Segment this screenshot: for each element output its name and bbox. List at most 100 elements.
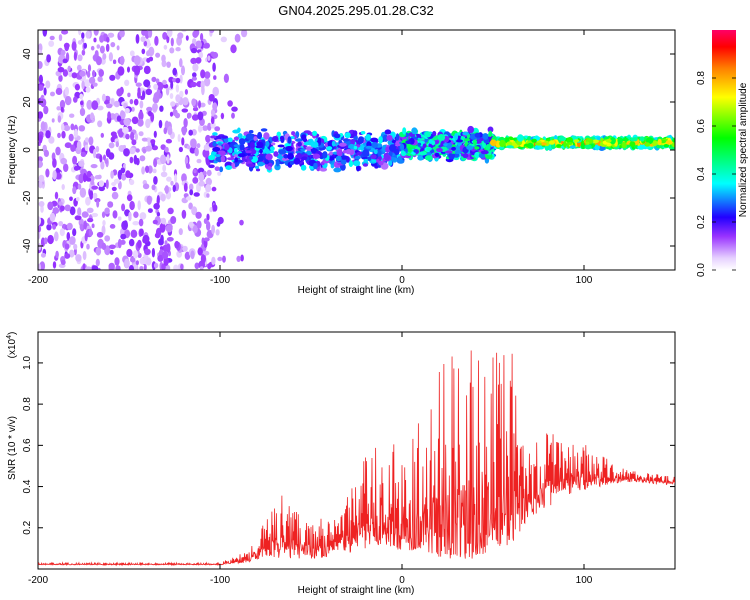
heatmap-cell bbox=[83, 42, 88, 49]
heatmap-cell bbox=[214, 154, 221, 158]
heatmap-cell bbox=[173, 264, 179, 270]
heatmap-cell bbox=[287, 136, 292, 144]
heatmap-cell bbox=[335, 155, 342, 162]
heatmap-cell bbox=[139, 266, 144, 270]
heatmap-cell bbox=[354, 155, 361, 160]
heatmap-cell bbox=[110, 131, 117, 137]
heatmap-cell bbox=[161, 54, 166, 63]
heatmap-cell bbox=[596, 136, 601, 141]
heatmap-cell bbox=[109, 224, 116, 229]
heatmap-cell bbox=[62, 163, 69, 172]
heatmap-cell bbox=[47, 201, 54, 211]
heatmap-cell bbox=[234, 157, 239, 163]
heatmap-cell bbox=[226, 157, 235, 161]
heatmap-cell bbox=[228, 147, 233, 154]
heatmap-cell bbox=[79, 70, 86, 77]
heatmap-cell bbox=[162, 83, 169, 89]
heatmap-cell bbox=[80, 100, 84, 106]
heatmap-cell bbox=[103, 154, 106, 161]
heatmap-cell bbox=[110, 170, 114, 179]
heatmap-cell bbox=[239, 143, 245, 151]
heatmap-cell bbox=[165, 86, 170, 96]
snr-y-label: SNR (10 * v/v) bbox=[7, 416, 18, 480]
heatmap-cell bbox=[499, 139, 506, 148]
heatmap-cell bbox=[46, 224, 52, 231]
heatmap-cell bbox=[45, 130, 51, 139]
heatmap-cell bbox=[203, 144, 210, 151]
heatmap-cell bbox=[300, 164, 307, 171]
heatmap-cell bbox=[285, 146, 293, 152]
heatmap-cell bbox=[57, 115, 62, 123]
heatmap-cell bbox=[142, 148, 147, 154]
heatmap-cell bbox=[264, 159, 269, 165]
heatmap-cell bbox=[116, 88, 123, 97]
heatmap-cell bbox=[195, 57, 202, 64]
heatmap-cell bbox=[140, 36, 146, 43]
heatmap-cell bbox=[621, 141, 627, 149]
heatmap-cell bbox=[186, 196, 192, 201]
heatmap-cell bbox=[198, 171, 205, 182]
heatmap-cell bbox=[145, 165, 150, 173]
heatmap-cell bbox=[233, 147, 238, 153]
heatmap-cell bbox=[95, 258, 100, 267]
heatmap-cell bbox=[268, 150, 275, 154]
heatmap-cell bbox=[255, 168, 261, 172]
heatmap-cell bbox=[466, 145, 474, 150]
heatmap-cell bbox=[62, 69, 68, 77]
heatmap-cell bbox=[104, 207, 110, 215]
heatmap-cell bbox=[329, 151, 333, 156]
heatmap-cell bbox=[135, 148, 140, 153]
heatmap-cell bbox=[194, 147, 199, 157]
heatmap-cell bbox=[234, 33, 241, 43]
heatmap-cell bbox=[96, 231, 104, 238]
heatmap-cell bbox=[162, 79, 167, 85]
heatmap-cell bbox=[373, 149, 378, 155]
heatmap-cell bbox=[139, 100, 144, 109]
colorbar-tick-label: 0.8 bbox=[696, 71, 707, 85]
heatmap-cell bbox=[64, 86, 70, 96]
heatmap-cell bbox=[238, 138, 246, 145]
heatmap-cell bbox=[445, 150, 453, 154]
heatmap-cell bbox=[206, 193, 210, 198]
heatmap-cell bbox=[523, 143, 530, 147]
heatmap-cell bbox=[137, 118, 144, 127]
heatmap-cell bbox=[166, 61, 171, 68]
heatmap-cell bbox=[259, 148, 263, 154]
heatmap-cell bbox=[139, 212, 147, 220]
heatmap-cell bbox=[237, 133, 243, 139]
heatmap-cell bbox=[88, 136, 94, 146]
heatmap-cell bbox=[102, 220, 106, 226]
snr-x-label: Height of straight line (km) bbox=[298, 585, 415, 596]
heatmap-cell bbox=[119, 30, 125, 38]
heatmap-cell bbox=[437, 134, 446, 141]
heatmap-cell bbox=[104, 159, 109, 165]
heatmap-cell bbox=[76, 64, 82, 71]
heatmap-cell bbox=[164, 240, 168, 246]
heatmap-cell bbox=[386, 134, 393, 141]
heatmap-cell bbox=[188, 221, 194, 227]
heatmap-cell bbox=[200, 33, 204, 42]
heatmap-cell bbox=[212, 140, 217, 147]
snr-frame bbox=[37, 331, 676, 570]
heatmap-cell bbox=[129, 99, 134, 105]
heatmap-cell bbox=[117, 216, 122, 221]
heatmap-cell bbox=[263, 132, 270, 140]
heatmap-cell bbox=[271, 142, 276, 146]
colorbar: 0.0 0.2 0.4 0.6 0.8 Normalized spectral ampl… bbox=[696, 30, 749, 277]
heatmap-cell bbox=[644, 142, 651, 147]
y-tick-label: 0 bbox=[22, 147, 33, 153]
heatmap-cell bbox=[154, 232, 161, 239]
heatmap-cell bbox=[188, 202, 193, 210]
heatmap-cell bbox=[617, 137, 623, 145]
colorbar-tick-label: 0.2 bbox=[696, 215, 707, 229]
heatmap-cell bbox=[146, 50, 151, 57]
heatmap-cell bbox=[75, 254, 82, 262]
heatmap-cell bbox=[125, 170, 131, 179]
heatmap-cell bbox=[397, 156, 403, 162]
heatmap-cell bbox=[378, 160, 384, 166]
heatmap-cell bbox=[424, 131, 432, 138]
svg-text:(x104): (x104) bbox=[6, 332, 18, 359]
heatmap-cell bbox=[121, 173, 127, 181]
heatmap-cell bbox=[86, 170, 92, 178]
